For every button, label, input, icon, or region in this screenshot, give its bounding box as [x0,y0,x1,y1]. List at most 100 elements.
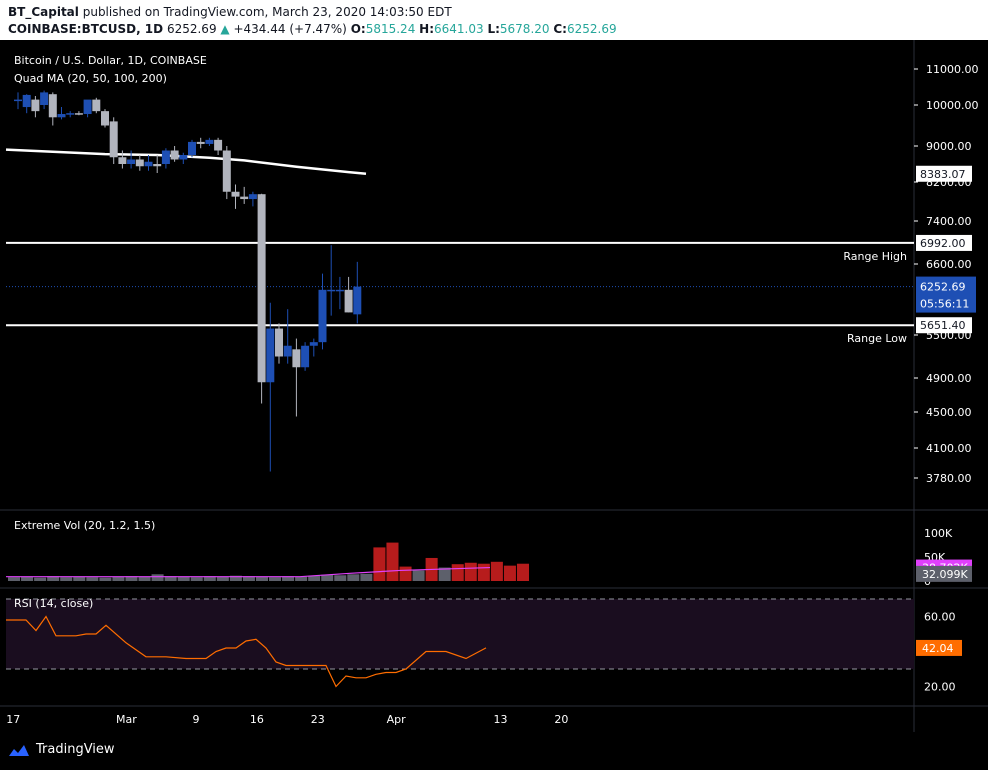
price-tick-label: 7400.00 [926,215,972,228]
volume-bar[interactable] [477,563,490,581]
volume-bar[interactable] [373,547,386,581]
volume-title: Extreme Vol (20, 1.2, 1.5) [14,519,155,532]
candle-body[interactable] [240,196,249,200]
volume-bar[interactable] [490,561,503,581]
candle-body[interactable] [248,194,257,200]
volume-bar[interactable] [360,573,373,581]
volume-bar[interactable] [216,576,229,581]
volume-pane[interactable]: Extreme Vol (20, 1.2, 1.5)100K50K038.702… [0,509,988,588]
volume-bar[interactable] [399,566,412,581]
volume-bar[interactable] [464,562,477,581]
rsi-title: RSI (14, close) [14,597,93,610]
ma-price-tag-bg [916,165,972,182]
candle-body[interactable] [66,113,75,115]
rsi-last-tag-bg [916,639,962,656]
volume-bar[interactable] [308,575,321,581]
volume-bar[interactable] [282,576,295,581]
chart-title: Bitcoin / U.S. Dollar, 1D, COINBASE [14,54,207,67]
candle-body[interactable] [14,99,22,102]
author-name[interactable]: BT_Capital [8,5,79,19]
volume-bar[interactable] [386,542,399,581]
candle-body[interactable] [161,150,170,165]
candle-body[interactable] [48,94,57,118]
candle-body[interactable] [292,349,301,368]
candle-body[interactable] [335,289,344,292]
candle-body[interactable] [83,99,92,115]
candle-body[interactable] [153,164,162,167]
candle-body[interactable] [231,191,240,197]
volume-bar[interactable] [295,576,308,581]
candle-body[interactable] [188,141,196,155]
volume-bar[interactable] [321,574,334,581]
candle-body[interactable] [318,289,327,343]
volume-bar[interactable] [47,576,60,581]
volume-bar[interactable] [269,577,282,581]
candle-body[interactable] [283,345,292,357]
volume-bar[interactable] [203,576,216,581]
candle-body[interactable] [118,157,127,164]
volume-bar[interactable] [99,577,112,581]
candle-body[interactable] [196,141,205,144]
volume-bar[interactable] [190,577,203,581]
volume-bar[interactable] [229,575,242,581]
volume-bar[interactable] [138,576,151,581]
volume-bar[interactable] [334,575,347,581]
volume-bar[interactable] [60,577,73,581]
rsi-pane[interactable]: RSI (14, close) 60.00 20.00 42.04 [0,587,988,694]
candle-body[interactable] [127,159,136,165]
price-tick-label: 3780.00 [926,472,972,485]
candle-body[interactable] [222,150,231,192]
tradingview-brand[interactable]: TradingView [8,742,115,757]
volume-bar[interactable] [503,565,516,581]
time-axis[interactable]: 17 Mar 9 16 23 Apr 13 20 [0,705,988,726]
candle-body[interactable] [257,194,266,383]
time-tick-label: 13 [494,713,508,726]
published-text: published on TradingView.com, March 23, … [82,5,452,19]
volume-bar[interactable] [73,576,86,581]
volume-bar[interactable] [164,576,177,581]
volume-bar[interactable] [86,577,99,581]
volume-bar[interactable] [112,576,125,581]
candle-body[interactable] [22,94,31,108]
time-tick-label: Mar [116,713,137,726]
candle-body[interactable] [57,114,66,118]
candle-body[interactable] [40,92,49,105]
price-tick-label: 4500.00 [926,406,972,419]
candle-body[interactable] [266,328,275,383]
candle-body[interactable] [327,289,336,292]
volume-bar[interactable] [151,574,164,581]
candle-body[interactable] [344,289,353,313]
volume-bar[interactable] [8,577,21,581]
volume-bar[interactable] [347,574,360,581]
candle-body[interactable] [179,155,188,160]
volume-bar[interactable] [451,564,464,581]
candle-body[interactable] [135,159,144,167]
candle-body[interactable] [301,345,310,368]
candle-body[interactable] [144,161,153,167]
candle-body[interactable] [92,99,101,112]
ma-price-tag: 8383.07 [920,168,966,181]
price-tick-label: 4100.00 [926,442,972,455]
volume-bar[interactable] [125,576,138,581]
candle-body[interactable] [309,342,318,346]
symbol-label[interactable]: COINBASE:BTCUSD, 1D [8,22,164,36]
volume-bar[interactable] [516,563,529,581]
volume-bar[interactable] [438,567,451,581]
candle-body[interactable] [275,328,283,357]
volume-bar[interactable] [34,577,47,581]
candle-body[interactable] [353,286,362,315]
price-pane[interactable]: Bitcoin / U.S. Dollar, 1D, COINBASE Quad … [0,40,988,732]
candle-body[interactable] [31,99,40,112]
candle-body[interactable] [101,111,109,126]
volume-bar[interactable] [177,576,190,581]
volume-bar[interactable] [242,576,255,581]
volume-bar[interactable] [21,576,34,581]
candle-body[interactable] [74,113,83,115]
volume-bar[interactable] [255,576,268,581]
volume-bar[interactable] [412,570,425,581]
candle-body[interactable] [214,139,223,151]
chart-area[interactable]: Bitcoin / U.S. Dollar, 1D, COINBASE Quad … [0,40,988,732]
candle-body[interactable] [170,150,179,160]
candle-body[interactable] [205,139,214,144]
candle-body[interactable] [109,121,118,158]
